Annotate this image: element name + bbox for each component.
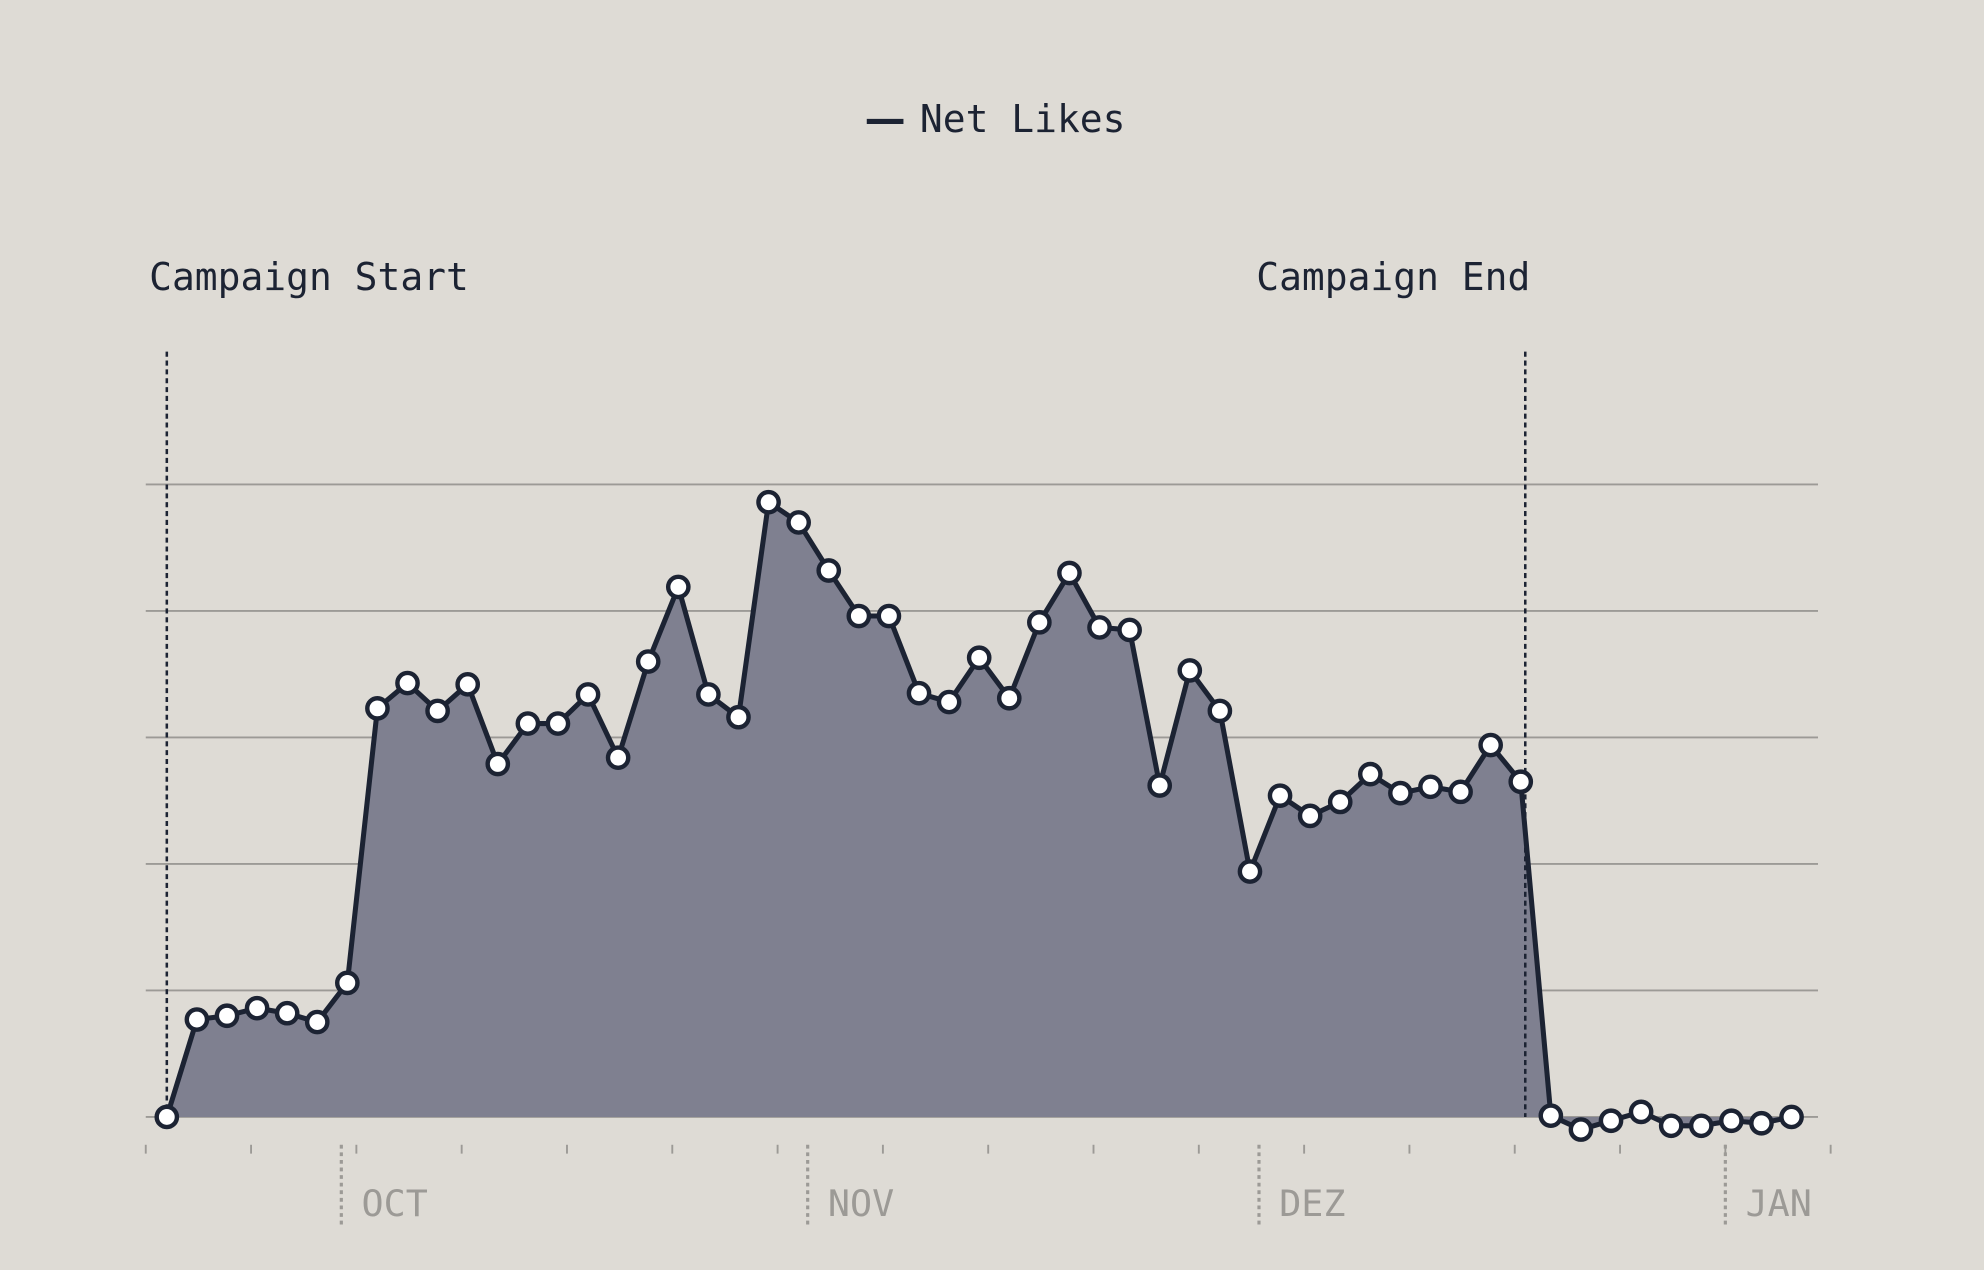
point [1057, 560, 1082, 586]
point [335, 970, 360, 996]
point [1388, 780, 1413, 806]
point [1658, 1113, 1684, 1139]
point [756, 489, 781, 515]
point [365, 696, 390, 721]
point [1117, 617, 1142, 643]
point [1418, 774, 1443, 800]
point [665, 574, 691, 600]
point [455, 671, 481, 697]
point [1598, 1108, 1624, 1134]
point [1357, 761, 1383, 787]
point [966, 645, 992, 671]
point [1538, 1103, 1564, 1129]
point [1087, 615, 1112, 640]
point [184, 1007, 210, 1032]
point [876, 603, 902, 629]
point [726, 704, 751, 730]
point [425, 698, 450, 724]
x-tick-label: OCT [362, 1182, 428, 1225]
point [786, 510, 811, 535]
point [1147, 773, 1173, 798]
point [395, 670, 420, 696]
point [545, 711, 571, 736]
point [1027, 610, 1052, 635]
annotation-label: Campaign End [1256, 255, 1530, 299]
point [1749, 1110, 1774, 1136]
point [154, 1104, 180, 1130]
point [936, 689, 962, 715]
area [166, 502, 1792, 1130]
point [1568, 1117, 1594, 1142]
point [696, 682, 721, 707]
point [515, 711, 541, 736]
legend-label: Net Likes [920, 97, 1126, 141]
point [1779, 1104, 1804, 1130]
x-tick-label: DEZ [1279, 1182, 1345, 1225]
point [906, 680, 932, 706]
point [1448, 779, 1473, 805]
point [1508, 769, 1534, 795]
point [244, 995, 270, 1021]
point [1177, 658, 1203, 683]
point [485, 751, 511, 777]
point [1207, 698, 1233, 724]
point [1327, 789, 1353, 815]
point [274, 1000, 300, 1026]
point [214, 1003, 240, 1029]
point [816, 558, 842, 583]
point [996, 685, 1022, 711]
point [1267, 783, 1293, 808]
point [1688, 1113, 1714, 1139]
point [304, 1009, 330, 1035]
point [846, 603, 872, 629]
x-tick-label: NOV [828, 1182, 894, 1225]
point [605, 745, 631, 771]
annotation-label: Campaign Start [149, 255, 469, 299]
point [635, 649, 661, 674]
point [1628, 1099, 1654, 1125]
point [1297, 803, 1323, 829]
point [575, 682, 601, 707]
point [1237, 859, 1263, 884]
point [1478, 732, 1503, 758]
x-tick-label: JAN [1746, 1182, 1812, 1225]
point [1719, 1108, 1744, 1134]
